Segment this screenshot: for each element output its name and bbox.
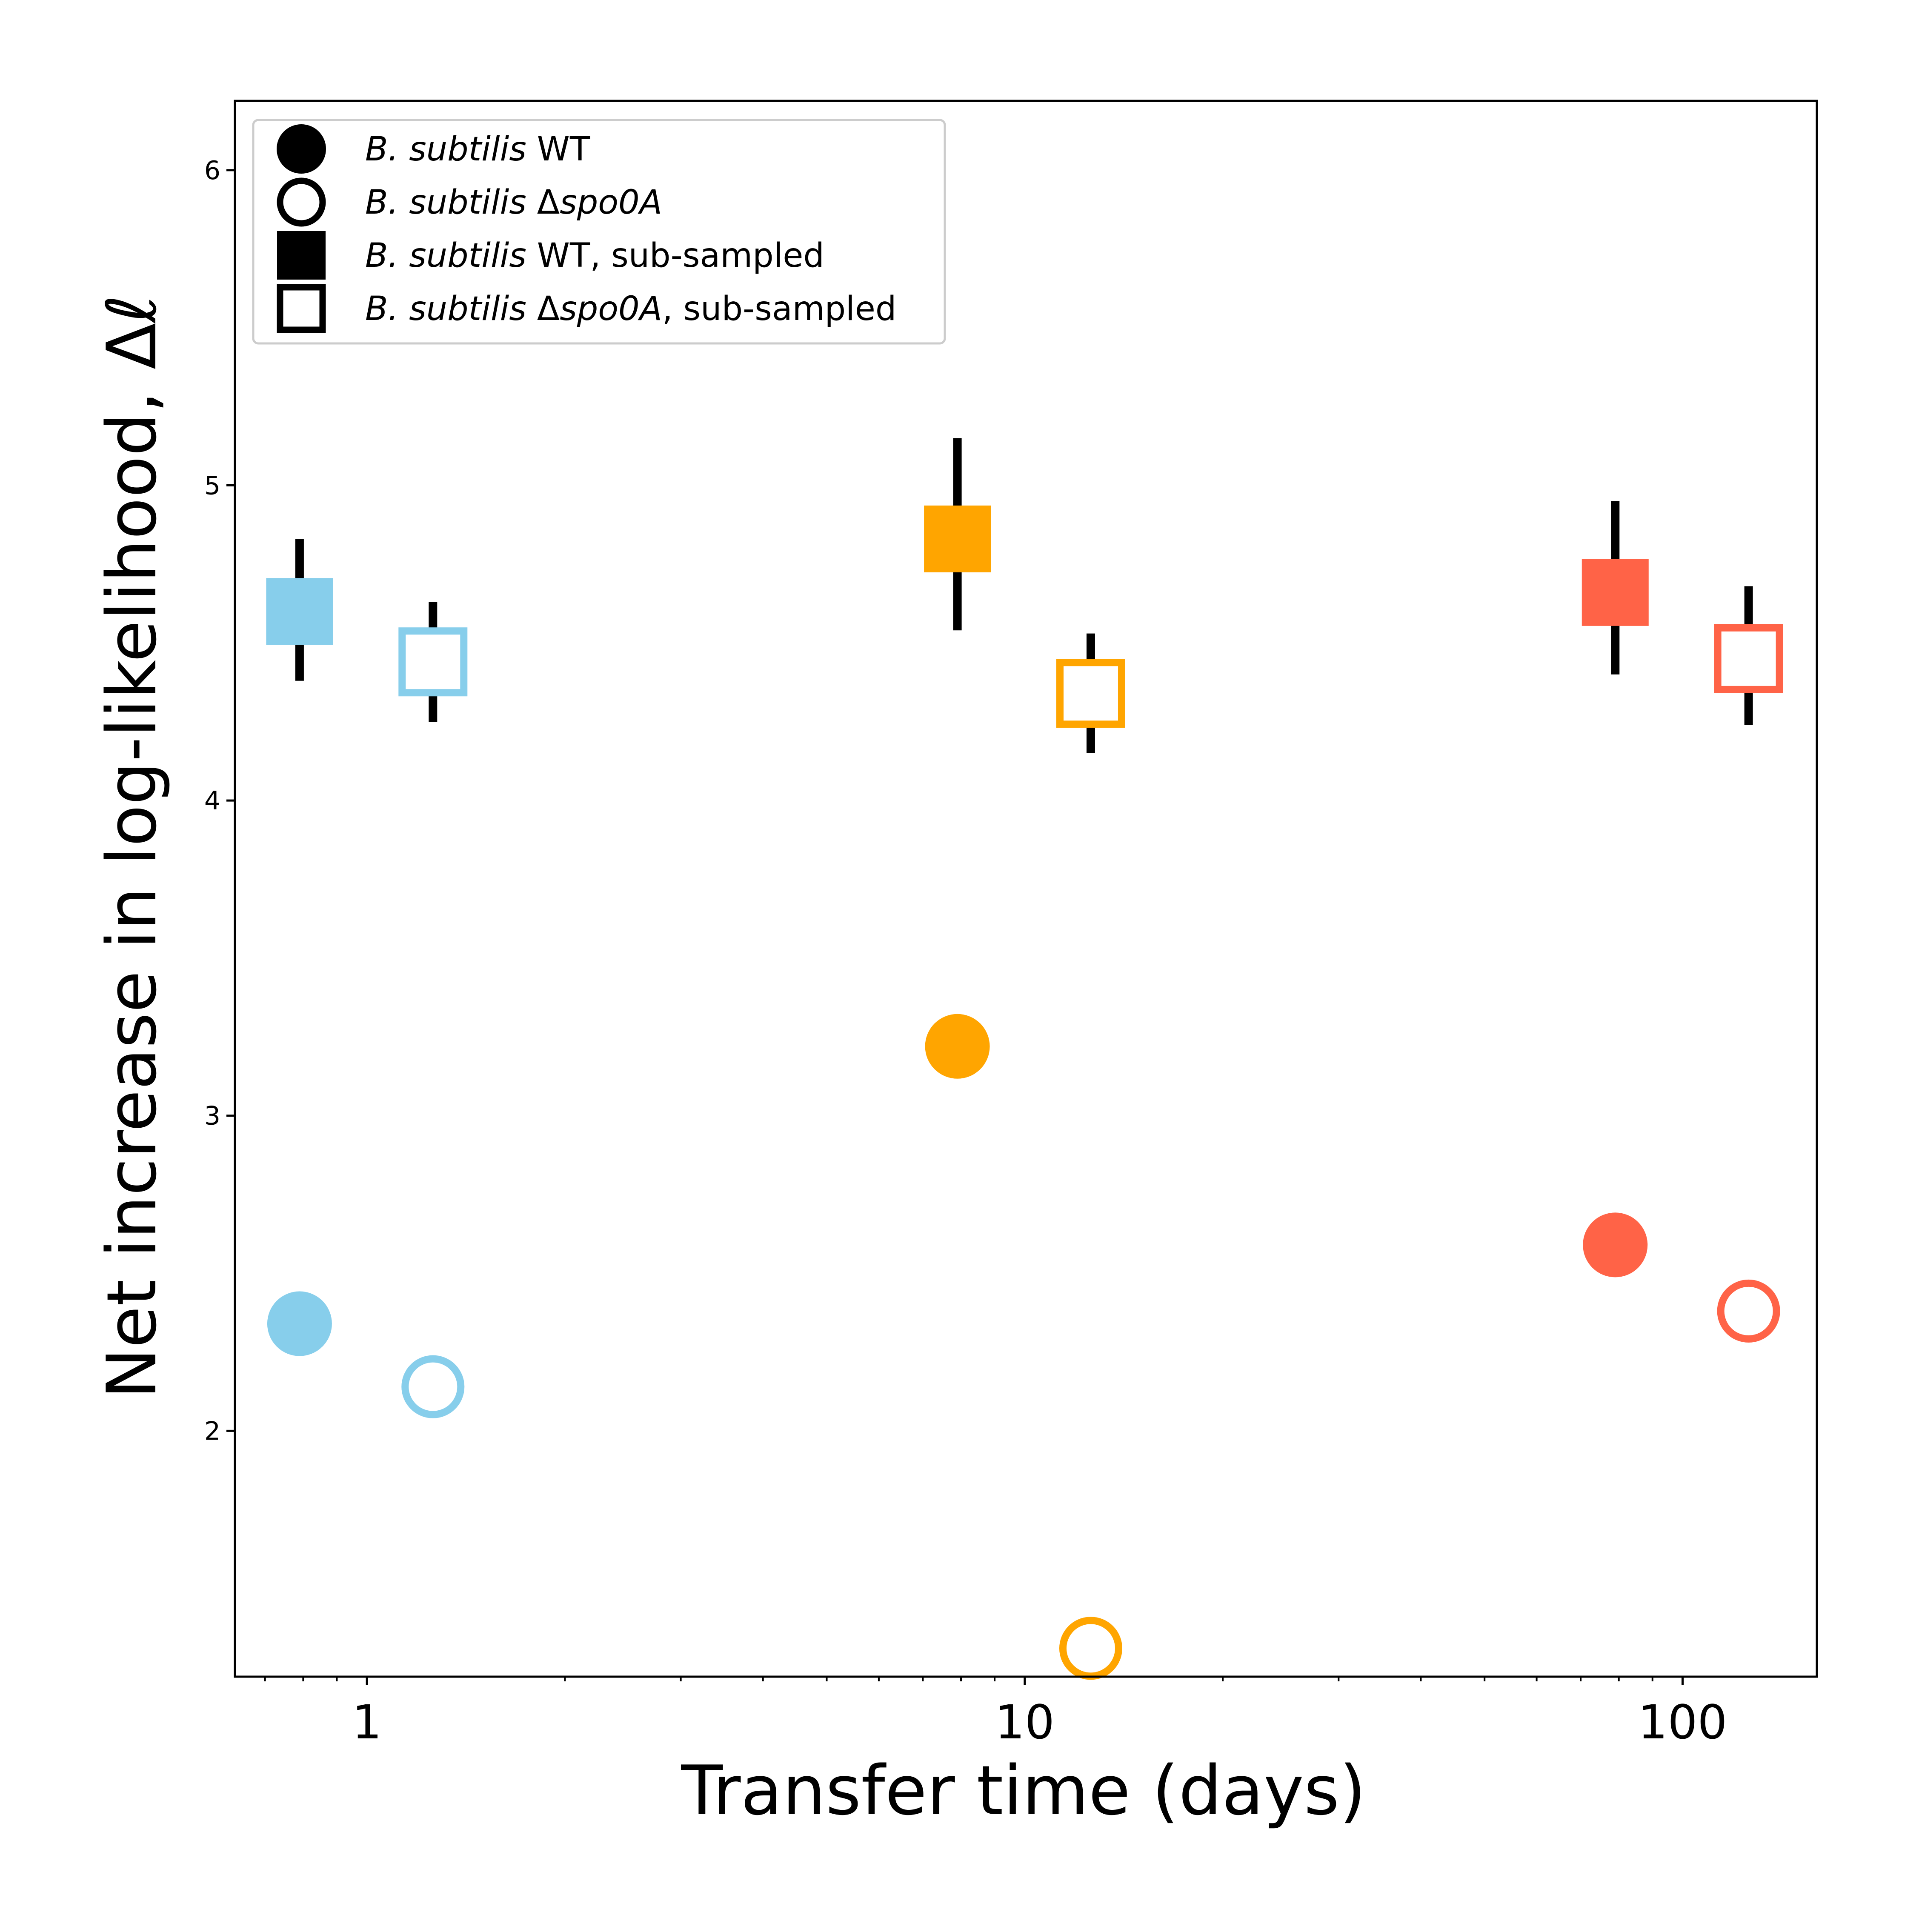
data-point-spo0a-subsampled [398,627,468,697]
legend-label-wt: B. subtilis WT [365,130,590,169]
y-tick-label: 3 [204,1101,220,1131]
x-tick-label: 100 [1638,1695,1727,1749]
data-point-wt-subsampled [924,505,991,572]
legend-label-wt-subsampled: B. subtilis WT, sub-sampled [365,237,824,275]
x-axis-title: Transfer time (days) [681,1751,1366,1830]
legend-box [252,119,946,345]
legend-species: B. subtilis [365,183,526,222]
legend-marker-open-circle [277,177,326,227]
legend-delta: Δ [526,183,560,222]
legend-gene: spo0A [560,290,662,328]
data-point-spo0a [1717,1279,1780,1343]
data-point-wt [267,1291,332,1356]
data-point-spo0a [401,1355,465,1418]
data-point-wt [1583,1212,1648,1278]
y-tick-label: 2 [204,1416,220,1446]
legend-suffix: , sub-sampled [662,290,896,328]
legend-species: B. subtilis [365,237,526,275]
x-tick-label: 1 [352,1695,382,1749]
plot-frame [234,100,1818,1678]
y-tick-label: 4 [204,786,220,816]
legend-delta: Δ [526,290,560,328]
y-axis: 2 3 4 5 6 [204,156,235,1446]
legend-species: B. subtilis [365,290,526,328]
legend-gene: spo0A [560,183,662,222]
data-point-spo0a-subsampled [1714,624,1783,693]
markers-layer [266,505,1783,1680]
y-tick-label: 6 [204,156,220,186]
data-point-spo0a [1059,1617,1122,1680]
data-point-wt-subsampled [266,578,333,645]
legend-markers [277,124,326,333]
y-axis-title: Net increase in log-likelihood, Δℓ [92,295,172,1399]
legend: B. subtilis WT B. subtilis Δspo0A B. sub… [252,119,946,345]
legend-label-spo0a-subsampled: B. subtilis Δspo0A, sub-sampled [365,290,896,328]
legend-species: B. subtilis [365,130,526,169]
legend-marker-filled-square [277,231,326,280]
legend-marker-filled-circle [277,124,326,174]
x-tick-label: 10 [995,1695,1055,1749]
data-point-wt [925,1014,990,1079]
legend-label-spo0a: B. subtilis Δspo0A [365,183,662,222]
data-point-spo0a-subsampled [1056,659,1125,728]
legend-suffix: WT [526,130,590,169]
legend-suffix: WT, sub-sampled [526,237,824,275]
x-axis: 1 10 100 [264,1677,1727,1749]
legend-marker-open-square [277,284,326,333]
y-tick-label: 5 [204,471,220,501]
data-point-wt-subsampled [1582,559,1649,626]
